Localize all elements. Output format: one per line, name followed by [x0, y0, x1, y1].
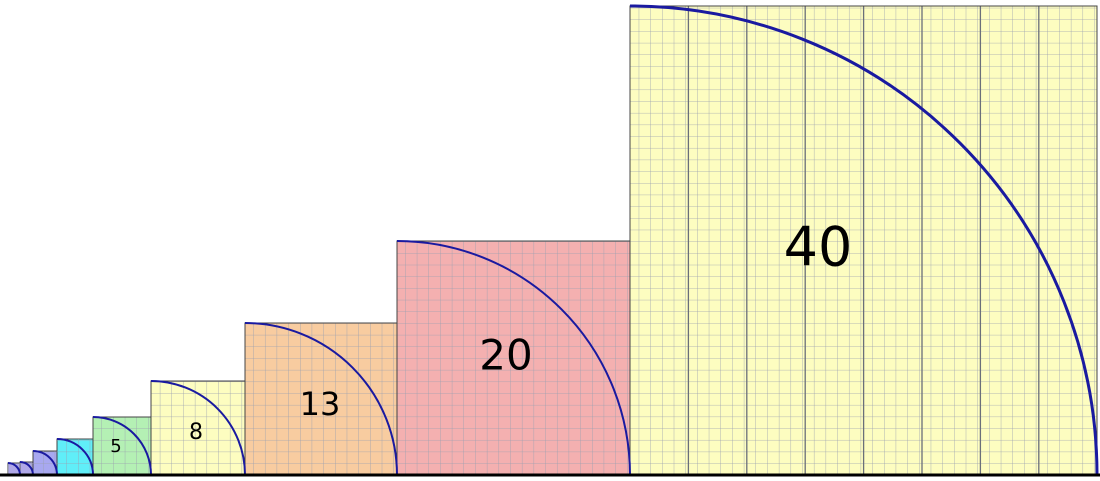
arc: [32, 450, 58, 476]
arc: [150, 380, 246, 476]
square-label: 13: [300, 385, 341, 423]
arc: [244, 322, 398, 476]
grid: [57, 439, 93, 475]
arc: [629, 4, 1099, 476]
grid: [397, 241, 630, 475]
arc: [396, 240, 631, 476]
square-label: 5: [110, 436, 121, 457]
grid: [245, 323, 397, 475]
labels: 5 8 13 20 40: [110, 216, 852, 457]
grid: [151, 381, 245, 475]
arcs: [7, 4, 1099, 476]
square-label: 8: [189, 420, 203, 445]
square-label: 20: [479, 331, 532, 380]
square-label: 40: [784, 216, 853, 279]
grid: [93, 417, 151, 475]
major-grid: [687, 6, 1040, 475]
grid-overlay: [8, 5, 1098, 476]
arc: [92, 416, 152, 476]
arc: [56, 438, 94, 476]
